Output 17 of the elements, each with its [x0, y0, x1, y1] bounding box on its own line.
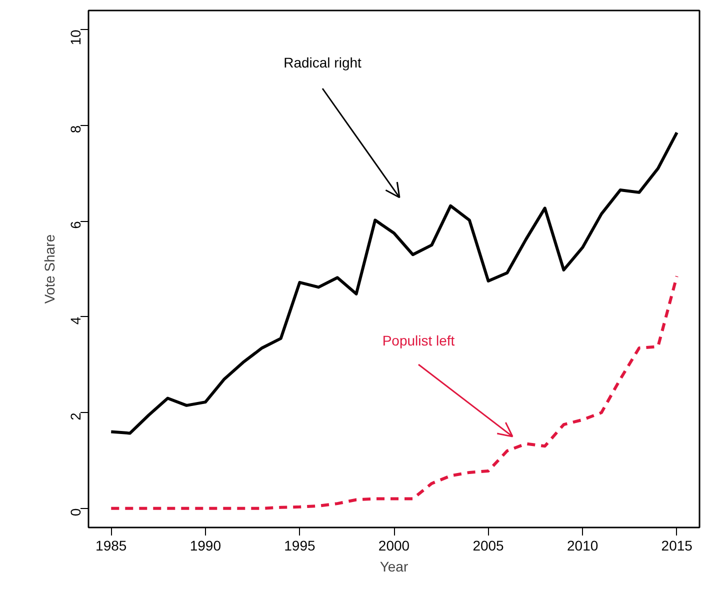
- y-tick-label: 6: [68, 220, 84, 229]
- y-tick-label: 0: [68, 508, 84, 516]
- y-tick-label: 2: [68, 412, 84, 420]
- x-tick-label: 2010: [567, 538, 598, 554]
- x-tick-label: 1990: [190, 538, 222, 554]
- annotation: Radical right: [284, 54, 362, 70]
- x-tick-label: 2015: [661, 538, 693, 554]
- x-tick-label: 1995: [284, 538, 316, 554]
- y-tick-label: 4: [68, 316, 84, 325]
- x-tick-label: 2000: [378, 538, 410, 554]
- x-tick-label: 1985: [96, 538, 127, 554]
- y-tick-label: 8: [68, 125, 84, 134]
- x-axis-title: Year: [380, 558, 408, 574]
- y-tick-label: 10: [68, 29, 84, 46]
- annotation: Populist left: [382, 332, 455, 348]
- x-tick-label: 2005: [472, 538, 504, 554]
- y-axis-title: Vote Share: [42, 234, 58, 304]
